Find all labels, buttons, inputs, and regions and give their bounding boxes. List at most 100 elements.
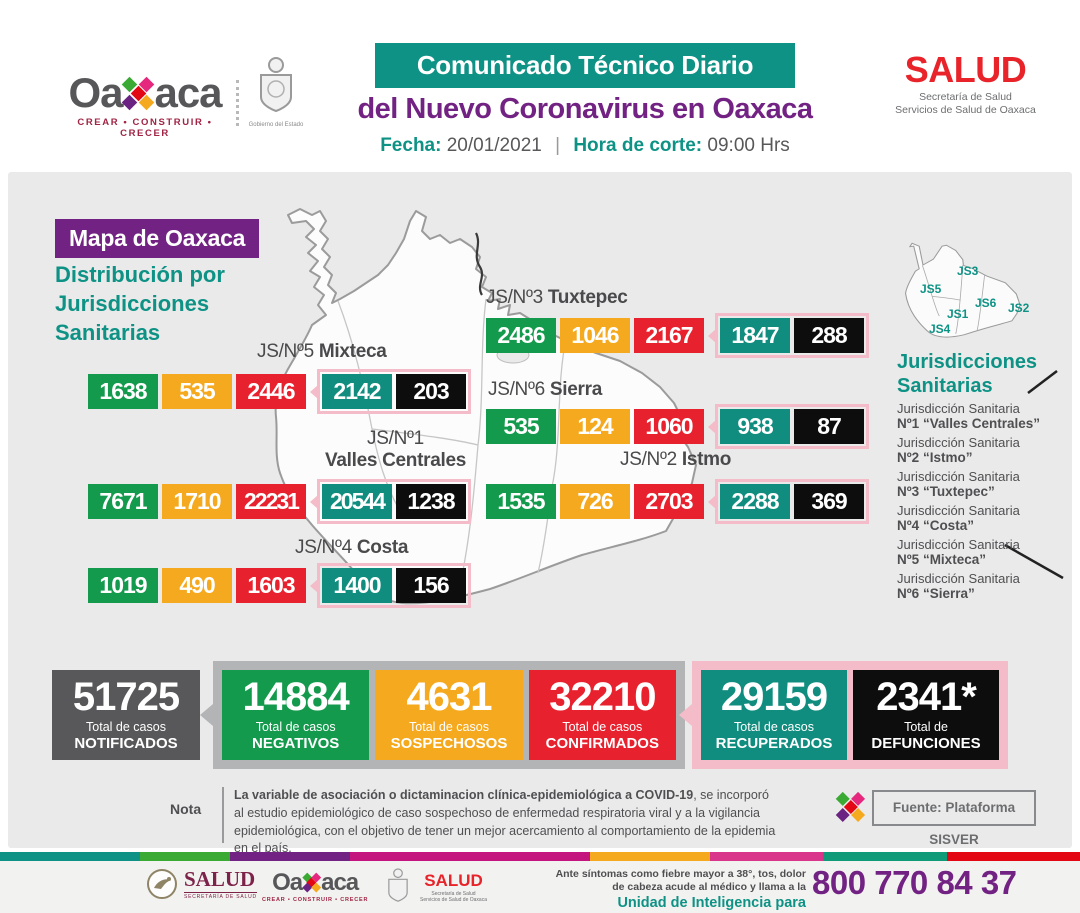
minimap-label-js6: JS6 (975, 296, 997, 310)
legend-item-line2: Nº6 “Sierra” (897, 585, 975, 601)
confirmados-box: 2167 (634, 318, 704, 353)
oaxaca-wordmark-suffix: aca (154, 69, 222, 116)
label-prefix: JS/Nº3 (486, 287, 543, 308)
label-name: Istmo (681, 449, 732, 470)
oaxaca-footer-logo: Oa aca CREAR • CONSTRUIR • CRECER (262, 871, 368, 904)
row-tuxtepec: 2486 1046 2167 1847 288 (486, 313, 869, 358)
river-line (474, 232, 484, 296)
sospechosos-box: 535 (162, 374, 232, 409)
legend-item-line1: Jurisdicción Sanitaria (897, 503, 1020, 518)
state-seal: Gobierno del Estado (248, 56, 304, 128)
negativos-box: 535 (486, 409, 556, 444)
salud-line1: Secretaría de Salud (919, 91, 1012, 103)
salud-subtitle: Secretaría de Salud Servicios de Salud d… (888, 91, 1043, 116)
total-value: 32210 (549, 675, 656, 719)
page-subtitle: del Nuevo Coronavirus en Oaxaca (357, 93, 813, 125)
state-seal-small (384, 867, 412, 910)
label-prefix: JS/Nº2 (620, 449, 677, 470)
confirmados-box: 2703 (634, 484, 704, 519)
row-valles-centrales: 7671 1710 22231 20544 1238 (88, 479, 471, 524)
defunciones-box: 369 (794, 484, 864, 519)
sospechosos-box: 1710 (162, 484, 232, 519)
state-seal-caption: Gobierno del Estado (248, 122, 304, 128)
total-category: SOSPECHOSOS (390, 735, 508, 752)
total-value: 51725 (72, 675, 180, 719)
legend-item: Jurisdicción Sanitaria Nº1 “Valles Centra… (897, 401, 1040, 431)
defunciones-box: 87 (794, 409, 864, 444)
recuperados-defunciones-group: 1847 288 (708, 313, 869, 358)
label-costa: JS/Nº4 Costa (295, 537, 408, 559)
salud-federal-wordmark: SALUD (184, 866, 256, 891)
label-prefix: JS/Nº4 (295, 537, 352, 558)
total-category: RECUPERADOS (715, 735, 833, 752)
label-prefix: JS/Nº5 (257, 341, 314, 362)
sospechosos-box: 124 (560, 409, 630, 444)
total-value: 14884 (242, 675, 350, 719)
label-name: Valles Centrales (325, 450, 466, 471)
total-notificados-card: 51725 Total de casos NOTIFICADOS (52, 670, 200, 760)
source-badge: Fuente: Plataforma SISVER (872, 790, 1036, 847)
row-sierra: 535 124 1060 938 87 (486, 404, 869, 449)
defunciones-box: 203 (396, 374, 466, 409)
label-name: Mixteca (318, 341, 387, 362)
oaxaca-x-diamonds-icon (302, 872, 321, 892)
defunciones-box: 156 (396, 568, 466, 603)
total-category: NEGATIVOS (252, 735, 340, 752)
note-text-bold: La variable de asociación o dictaminacio… (234, 788, 694, 802)
minimap-label-js1: JS1 (947, 307, 969, 321)
label-valles-centrales: JS/Nº1 Valles Centrales (283, 428, 508, 472)
minimap-label-js2: JS2 (1008, 301, 1030, 315)
recuperados-defunciones-group: 20544 1238 (310, 479, 471, 524)
oaxaca-wordmark: Oa aca (55, 72, 235, 114)
sospechosos-box: 490 (162, 568, 232, 603)
salud-federal-caption: SECRETARÍA DE SALUD (184, 891, 257, 900)
legend-item-line1: Jurisdicción Sanitaria (897, 537, 1020, 552)
date-label: Fecha: (380, 135, 442, 156)
negativos-box: 7671 (88, 484, 158, 519)
total-sospechosos-card: 4631 Total de casos SOSPECHOSOS (375, 670, 523, 760)
state-seal-icon (388, 868, 408, 902)
stripe-segment (590, 852, 710, 861)
minimap-label-js5: JS5 (920, 282, 942, 296)
label-prefix: JS/Nº1 (367, 428, 424, 449)
stripe-segment (350, 852, 590, 861)
total-caption: Total de casos (255, 720, 336, 734)
title-banner: Comunicado Técnico Diario (375, 43, 795, 88)
map-subtitle-line2: Jurisdicciones (55, 291, 210, 316)
total-value: 29159 (720, 675, 828, 719)
legend-title-line1: Jurisdicciones (897, 351, 1038, 373)
total-category: NOTIFICADOS (74, 735, 178, 752)
legend-item: Jurisdicción Sanitaria Nº2 “Istmo” (897, 435, 1040, 465)
label-prefix: JS/Nº6 (488, 379, 545, 400)
oaxaca-tagline: CREAR • CONSTRUIR • CRECER (77, 117, 213, 139)
minimap-label-js3: JS3 (957, 264, 979, 278)
minimap-label-js4: JS4 (929, 322, 951, 336)
date-value: 20/01/2021 (446, 135, 542, 156)
recuperados-defunciones-group: 938 87 (708, 404, 869, 449)
footer-color-stripe (0, 852, 1080, 861)
salud-line2: Servicios de Salud de Oaxaca (420, 897, 487, 903)
total-confirmados-card: 32210 Total de casos CONFIRMADOS (528, 670, 676, 760)
recuperados-box: 2142 (322, 374, 392, 409)
cutoff-value: 09:00 Hrs (707, 135, 790, 156)
salud-logo: SALUD Secretaría de Salud Servicios de S… (888, 52, 1043, 116)
negativos-box: 1019 (88, 568, 158, 603)
row-mixteca: 1638 535 2446 2142 203 (88, 369, 471, 414)
stripe-segment (0, 852, 140, 861)
legend-item-line2: Nº5 “Mixteca” (897, 551, 986, 567)
jurisdictions-minimap: JS5 JS3 JS6 JS2 JS1 JS4 (893, 238, 1073, 350)
legend-item: Jurisdicción Sanitaria Nº6 “Sierra” (897, 571, 1040, 601)
negativos-box: 1638 (88, 374, 158, 409)
legend-item-line1: Jurisdicción Sanitaria (897, 401, 1020, 416)
total-recuperados-card: 29159 Total de casos RECUPERADOS (701, 670, 847, 760)
recuperados-defunciones-group: 1400 156 (310, 563, 471, 608)
footer-bar (0, 861, 1080, 913)
minimap-shape (904, 242, 1021, 338)
note-label: Nota (170, 801, 202, 817)
note-divider (222, 787, 224, 843)
total-caption: Total de casos (409, 720, 489, 734)
label-name: Costa (356, 537, 409, 558)
legend-item-line1: Jurisdicción Sanitaria (897, 571, 1020, 586)
stripe-segment (710, 852, 823, 861)
label-sierra: JS/Nº6 Sierra (488, 379, 602, 401)
